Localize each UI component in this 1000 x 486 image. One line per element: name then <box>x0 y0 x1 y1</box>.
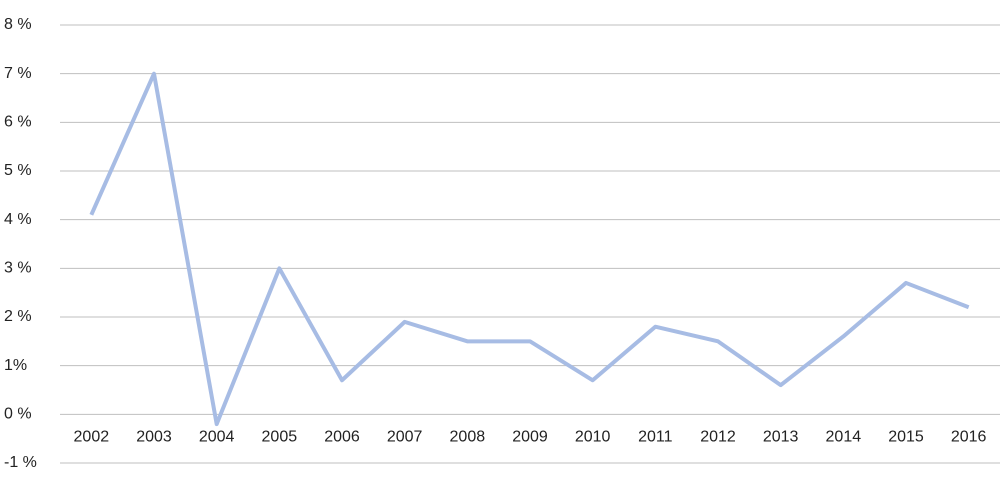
y-tick-label: -1 % <box>4 454 37 471</box>
x-tick-label: 2007 <box>387 429 423 446</box>
y-tick-label: 0 % <box>4 406 32 423</box>
y-tick-label: 1% <box>4 357 27 374</box>
x-tick-label: 2002 <box>74 429 110 446</box>
y-tick-label: 4 % <box>4 211 32 228</box>
y-tick-label: 3 % <box>4 260 32 277</box>
x-tick-label: 2016 <box>951 429 987 446</box>
y-tick-label: 6 % <box>4 114 32 131</box>
y-tick-label: 7 % <box>4 65 32 82</box>
x-tick-label: 2006 <box>324 429 360 446</box>
x-tick-label: 2004 <box>199 429 235 446</box>
x-tick-label: 2005 <box>262 429 298 446</box>
x-tick-label: 2008 <box>450 429 486 446</box>
y-tick-label: 2 % <box>4 308 32 325</box>
x-tick-label: 2014 <box>826 429 862 446</box>
x-tick-label: 2010 <box>575 429 611 446</box>
x-tick-label: 2003 <box>136 429 172 446</box>
x-tick-label: 2012 <box>700 429 736 446</box>
y-tick-label: 8 % <box>4 16 32 33</box>
x-tick-label: 2013 <box>763 429 799 446</box>
x-tick-label: 2009 <box>512 429 548 446</box>
x-tick-label: 2011 <box>638 429 673 446</box>
x-tick-label: 2015 <box>888 429 924 446</box>
y-tick-label: 5 % <box>4 162 32 179</box>
data-line <box>89 71 970 427</box>
